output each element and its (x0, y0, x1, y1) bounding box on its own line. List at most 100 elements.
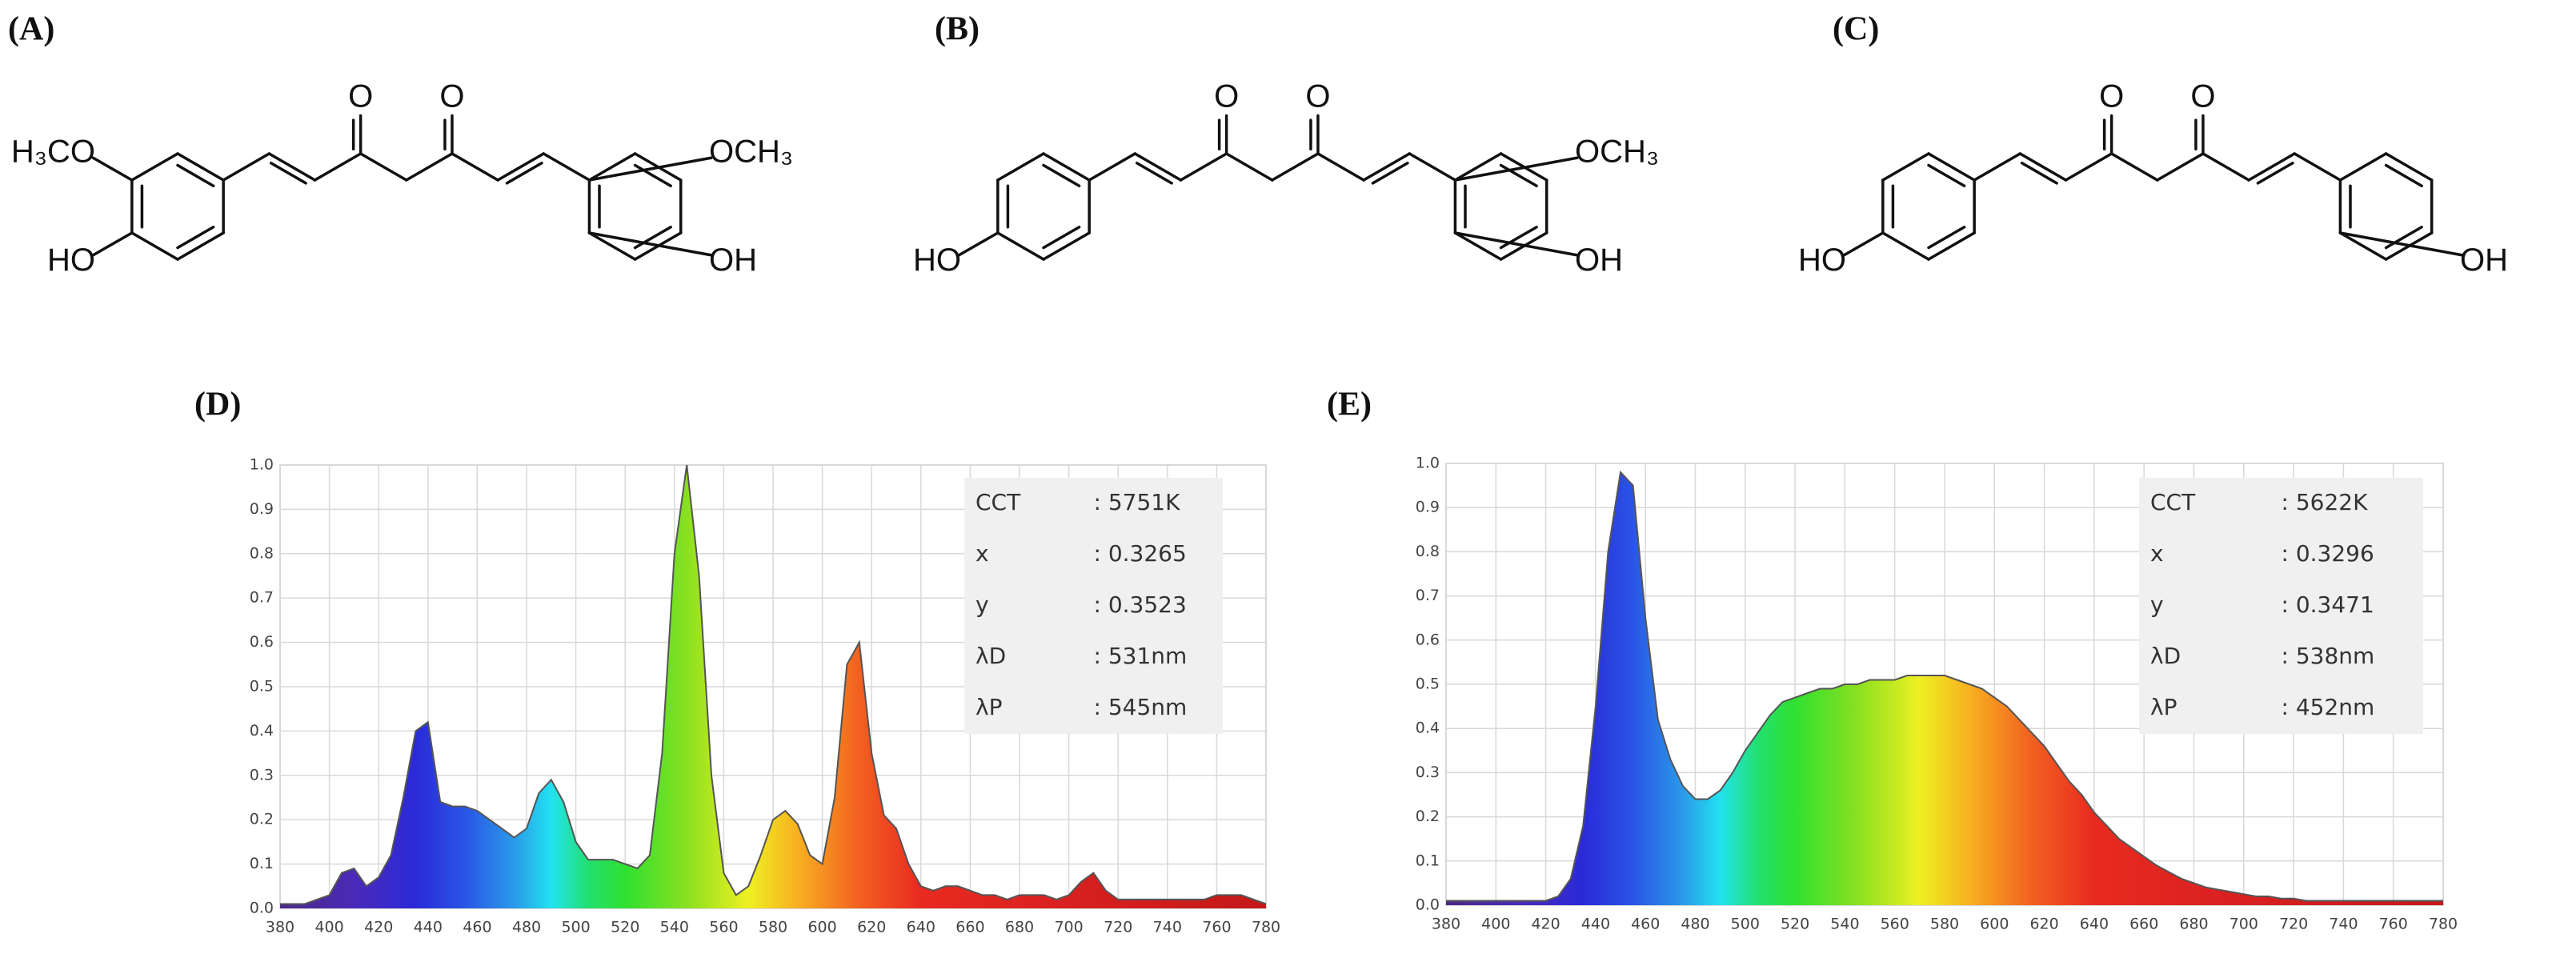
bond (2020, 162, 2058, 185)
info-key: λP (976, 694, 1002, 720)
y-tick-label: 0.1 (250, 855, 274, 872)
x-tick-label: 420 (364, 919, 393, 936)
bond (1973, 152, 2022, 182)
info-value: : 5751K (1094, 489, 1181, 515)
bond (2293, 152, 2342, 182)
atom-label: H₃CO (11, 134, 95, 170)
x-tick-label: 660 (2129, 916, 2158, 933)
panel-label: (E) (1327, 387, 1372, 423)
atom-label: OCH₃ (1575, 134, 1659, 170)
panel-label: (C) (1833, 11, 1879, 48)
x-tick-label: 640 (2080, 916, 2109, 933)
bond (1927, 225, 1966, 250)
x-tick-label: 580 (759, 919, 787, 936)
info-value: : 0.3523 (1094, 591, 1187, 618)
x-tick-label: 760 (1202, 919, 1231, 936)
structure: O O H₃CO HO OCH₃ OH (11, 78, 793, 278)
y-tick-label: 0.0 (1416, 896, 1440, 914)
x-tick-label: 480 (1681, 916, 1709, 933)
y-tick-label: 0.1 (1416, 852, 1440, 869)
info-key: λD (976, 643, 1006, 669)
x-tick-label: 400 (1481, 916, 1510, 933)
bond (1088, 152, 1137, 182)
bond (2384, 152, 2434, 182)
x-tick-label: 780 (1252, 919, 1280, 936)
atom-label: O (348, 78, 373, 114)
x-tick-label: 420 (1531, 916, 1560, 933)
panel-label: (D) (194, 387, 241, 423)
bond (633, 225, 672, 250)
x-tick-label: 700 (1054, 919, 1083, 936)
bond (1135, 162, 1173, 185)
info-value: : 452nm (2282, 694, 2375, 720)
x-tick-label: 460 (1631, 916, 1660, 933)
bond (2338, 231, 2388, 261)
bond (405, 152, 454, 182)
bond (1271, 152, 1320, 182)
bond (1927, 152, 1976, 182)
bond (1499, 163, 1538, 188)
atom-label: OCH₃ (709, 134, 793, 170)
atom-label: OH (709, 243, 757, 278)
bond (176, 231, 225, 261)
bond (91, 156, 134, 182)
x-tick-label: 400 (314, 919, 343, 936)
bond (1042, 152, 1091, 182)
info-key: x (2150, 540, 2164, 567)
y-tick-label: 0.2 (1416, 808, 1440, 825)
bond (130, 231, 179, 261)
bond (176, 225, 215, 250)
y-tick-label: 0.4 (1416, 720, 1440, 737)
bond (1881, 152, 1930, 182)
y-tick-label: 1.0 (1416, 455, 1440, 472)
bond (176, 163, 215, 188)
bond (1453, 152, 1503, 182)
x-tick-label: 500 (561, 919, 590, 936)
bond (587, 231, 713, 257)
bond (2018, 152, 2068, 182)
x-tick-label: 480 (512, 919, 541, 936)
y-tick-label: 0.3 (1416, 764, 1440, 781)
x-tick-label: 760 (2379, 916, 2408, 933)
atom-label: O (2190, 78, 2215, 114)
bond (1453, 231, 1503, 261)
bond (996, 231, 1045, 261)
y-tick-label: 0.5 (250, 678, 274, 695)
info-box (2139, 478, 2423, 734)
x-tick-label: 440 (414, 919, 443, 936)
atom-label: HO (1798, 243, 1846, 278)
bond (2109, 152, 2159, 182)
bond (587, 152, 637, 182)
atom-label: HO (47, 243, 95, 278)
y-tick-label: 0.8 (1416, 543, 1440, 560)
bond (1042, 163, 1081, 188)
bond (222, 152, 271, 182)
spectrum-line (1446, 470, 2443, 902)
bond (176, 152, 225, 182)
x-tick-label: 740 (2329, 916, 2358, 933)
bond (1224, 152, 1274, 182)
x-tick-label: 460 (463, 919, 491, 936)
bond (1042, 231, 1091, 261)
info-key: y (2150, 591, 2164, 618)
bond (1842, 231, 1885, 257)
x-tick-label: 560 (1881, 916, 1909, 933)
bond (587, 231, 637, 261)
bond (1499, 225, 1538, 250)
x-tick-label: 440 (1581, 916, 1610, 933)
y-tick-label: 0.5 (1416, 675, 1440, 693)
bond (1408, 152, 1457, 182)
bond (587, 156, 713, 182)
bond (91, 231, 134, 257)
structure: O O HO OH (1798, 78, 2508, 278)
spectrum-line (280, 464, 1267, 905)
structure: O O HO OCH₃ OH (913, 78, 1659, 278)
bond (269, 162, 307, 185)
bond (2338, 231, 2464, 257)
x-tick-label: 720 (1104, 919, 1132, 936)
bond (1316, 152, 1365, 182)
bond (2156, 152, 2205, 182)
atom-label: O (439, 78, 464, 114)
info-key: y (976, 591, 989, 618)
x-tick-label: 620 (2029, 916, 2058, 933)
